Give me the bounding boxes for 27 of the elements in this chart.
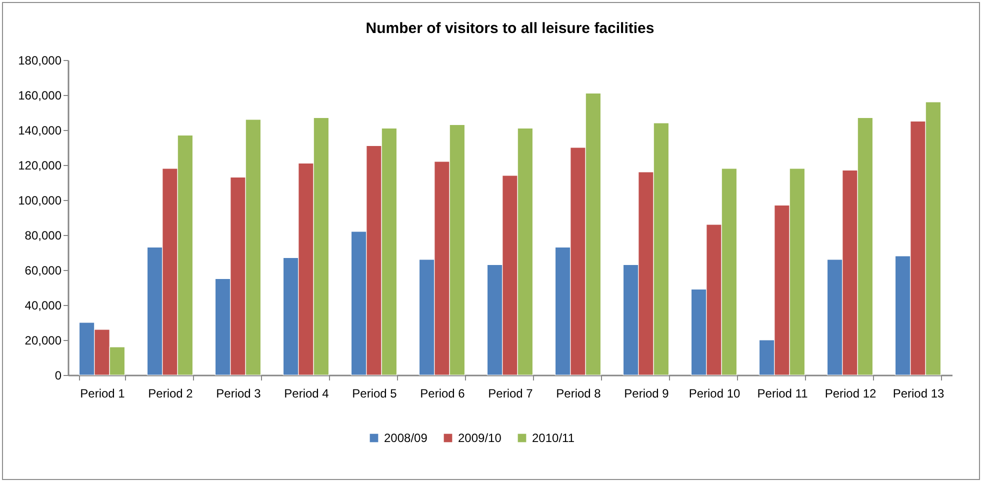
x-tick-label: Period 12 [824,386,877,400]
x-tick-label: Period 8 [556,386,602,400]
chart-title: Number of visitors to all leisure facilities [366,20,654,37]
x-tick-label: Period 9 [624,386,670,400]
x-tick-label: Period 7 [488,386,534,400]
y-tick-label: 120,000 [18,158,62,172]
y-tick-label: 0 [54,368,62,382]
x-tick-label: Period 13 [892,386,945,400]
y-tick-label: 20,000 [24,334,62,348]
legend-label: 2008/09 [384,431,428,445]
x-tick-label: Period 3 [216,386,262,400]
y-tick-label: 160,000 [18,88,62,102]
legend-label: 2009/10 [458,431,502,445]
legend-label: 2010/11 [532,431,575,445]
y-tick-label: 180,000 [18,54,62,68]
x-tick-label: Period 2 [148,386,194,400]
y-tick-label: 80,000 [24,228,62,242]
x-tick-label: Period 10 [688,386,741,400]
y-tick-label: 60,000 [24,264,62,278]
x-tick-label: Period 1 [80,386,126,400]
y-tick-label: 100,000 [18,194,62,208]
y-tick-label: 40,000 [24,298,62,312]
x-tick-label: Period 11 [757,386,808,400]
x-tick-label: Period 5 [352,386,398,400]
x-tick-label: Period 6 [420,386,466,400]
y-tick-label: 140,000 [18,124,62,138]
x-tick-label: Period 4 [284,386,330,400]
